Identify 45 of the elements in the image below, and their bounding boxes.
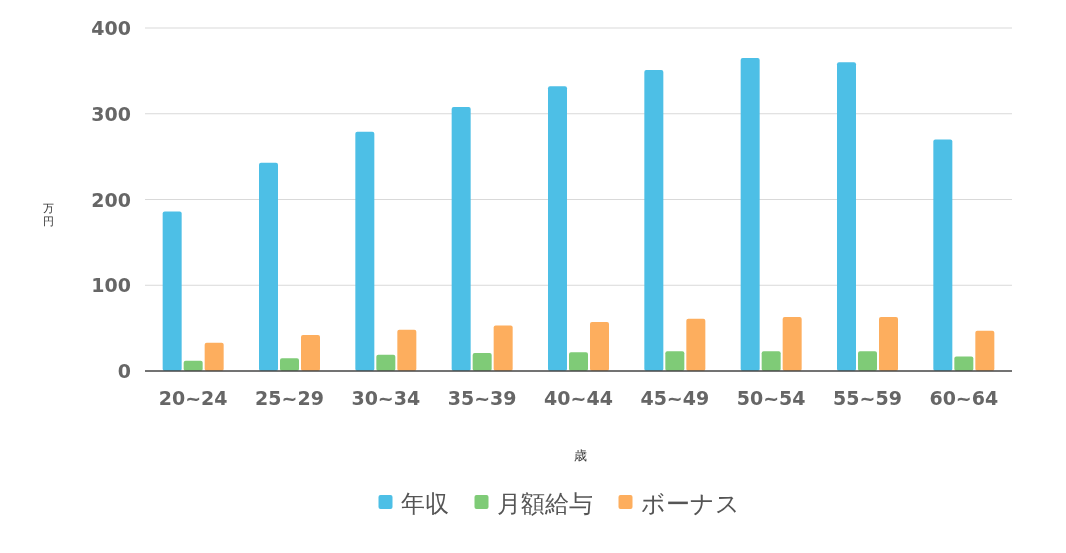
bar (761, 351, 781, 371)
legend-label: ボーナス (640, 490, 740, 518)
bar (355, 131, 375, 371)
bar (858, 351, 877, 371)
bar (975, 330, 995, 371)
x-tick-label: 35~39 (447, 387, 517, 409)
bar (569, 352, 588, 371)
bar (782, 316, 802, 371)
bar (590, 322, 609, 371)
bar (933, 139, 953, 371)
bar (397, 329, 417, 371)
bar (204, 342, 224, 371)
y-tick-label: 200 (91, 188, 131, 211)
x-tick-label: 50~54 (736, 387, 806, 409)
bar (644, 70, 664, 371)
y-tick-label: 100 (91, 274, 131, 297)
bar (472, 352, 492, 371)
legend-label: 月額給与 (496, 490, 593, 518)
y-tick-label: 300 (91, 102, 131, 125)
bar (954, 356, 974, 371)
bar (493, 325, 513, 371)
x-axis-title: 歳 (574, 448, 587, 463)
bar (879, 316, 898, 371)
bar (837, 62, 856, 371)
bar (548, 86, 567, 371)
bar (259, 162, 278, 371)
bar (451, 106, 471, 371)
x-tick-label: 30~34 (351, 387, 421, 409)
legend-label: 年収 (400, 490, 449, 518)
x-tick-label: 45~49 (640, 387, 710, 409)
bar (665, 351, 685, 371)
y-axis-title: 万円 (42, 202, 54, 228)
x-tick-label: 60~64 (929, 387, 999, 409)
bar (162, 211, 182, 371)
bar (301, 334, 320, 371)
y-tick-label: 400 (91, 17, 131, 39)
x-tick-label: 20~24 (158, 387, 228, 409)
bar (740, 58, 760, 371)
x-tick-label: 25~29 (255, 387, 324, 409)
x-tick-label: 40~44 (544, 387, 613, 409)
bar (376, 354, 396, 371)
y-tick-label: 0 (117, 360, 131, 382)
bar (686, 318, 706, 371)
bar (280, 358, 299, 371)
x-tick-label: 55~59 (833, 387, 902, 409)
